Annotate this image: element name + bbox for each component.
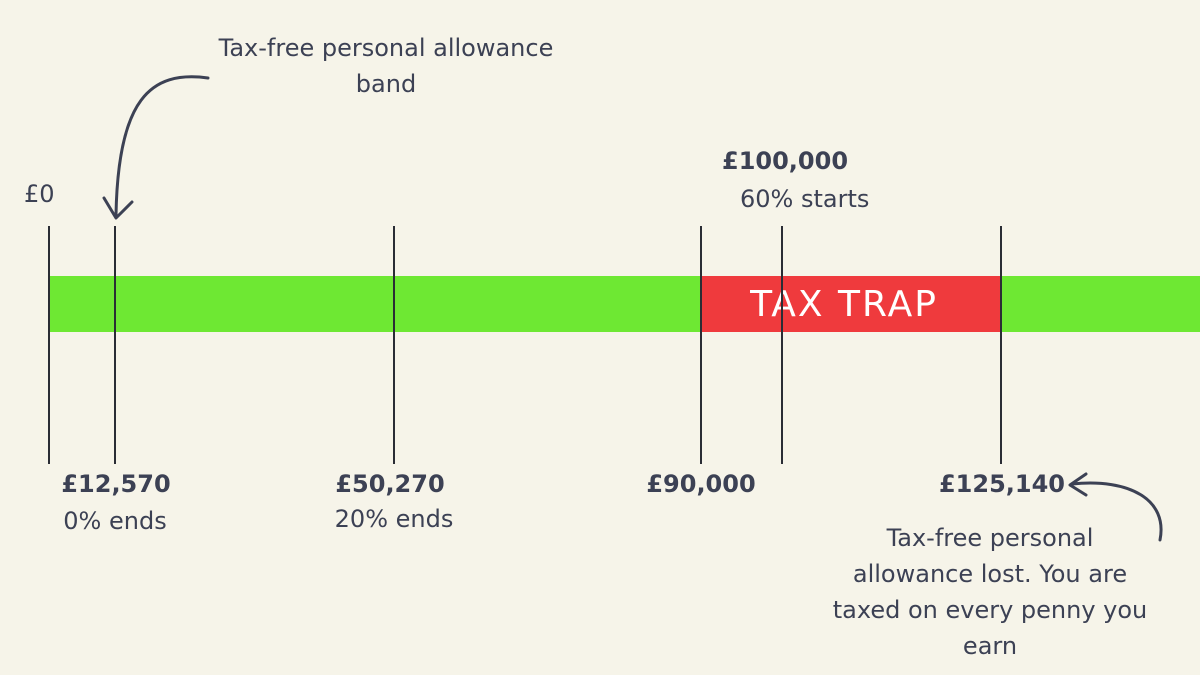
bottom-annotation-line: earn bbox=[962, 632, 1018, 660]
marker-50270-amount: £50,270 bbox=[335, 470, 445, 498]
line-125140 bbox=[1000, 226, 1002, 464]
line-zero bbox=[48, 226, 50, 464]
line-100000 bbox=[781, 226, 783, 464]
line-12570 bbox=[114, 226, 116, 464]
top-annotation: Tax-free personal allowance band bbox=[186, 30, 586, 102]
marker-90000-amount: £90,000 bbox=[646, 470, 756, 498]
bottom-annotation-line: taxed on every penny you bbox=[832, 596, 1148, 624]
marker-100000-amount: £100,000 bbox=[722, 147, 849, 175]
zero-label: £0 bbox=[24, 180, 55, 208]
bottom-annotation-line: allowance lost. You are bbox=[852, 560, 1128, 588]
income-bar bbox=[49, 276, 1200, 332]
top-annotation-text: Tax-free personal allowance band bbox=[218, 34, 554, 98]
marker-12570-amount: £12,570 bbox=[61, 470, 171, 498]
marker-50270-desc: 20% ends bbox=[334, 505, 454, 533]
bottom-annotation: Tax-free personal allowance lost. You ar… bbox=[790, 520, 1190, 664]
tax-trap-label: TAX TRAP bbox=[750, 283, 938, 325]
tax-trap-segment: TAX TRAP bbox=[701, 276, 1001, 332]
bottom-annotation-line: Tax-free personal bbox=[886, 524, 1094, 552]
line-50270 bbox=[393, 226, 395, 464]
marker-12570-desc: 0% ends bbox=[63, 507, 167, 535]
line-90000 bbox=[700, 226, 702, 464]
marker-100000-desc: 60% starts bbox=[740, 185, 870, 213]
marker-125140-amount: £125,140 bbox=[938, 470, 1065, 498]
